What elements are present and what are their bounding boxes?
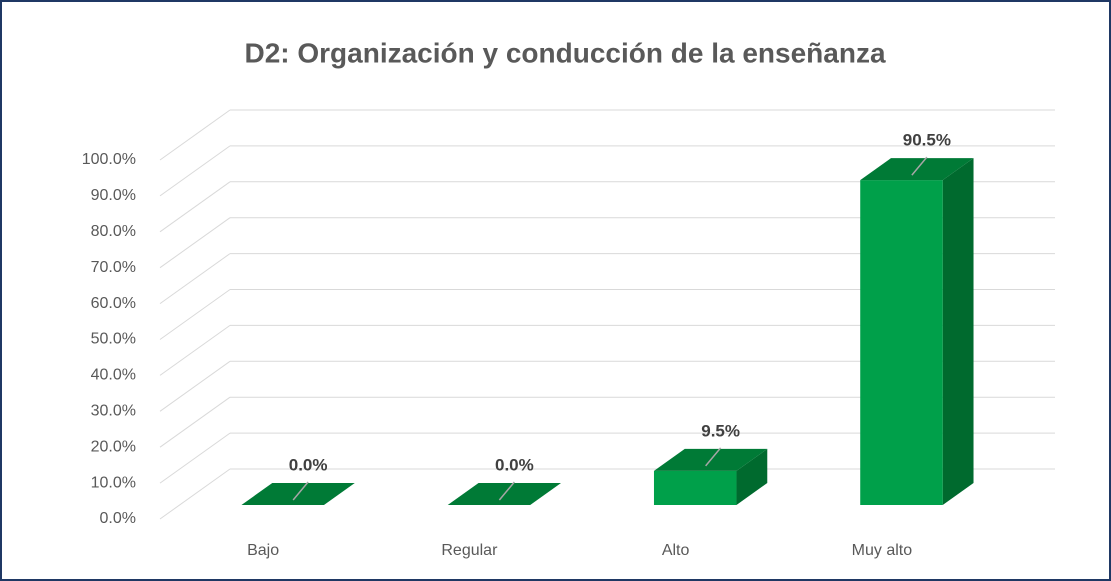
bar-side [942, 158, 974, 506]
y-tick-label: 30.0% [91, 403, 136, 420]
grid-line-side [159, 145, 231, 197]
y-tick-label: 90.0% [91, 187, 136, 204]
leader-line [292, 481, 309, 501]
grid-line-side [159, 360, 231, 412]
x-tick-label: Alto [662, 542, 690, 559]
x-tick-label: Muy alto [852, 542, 913, 559]
leader-line [911, 156, 928, 176]
y-tick-label: 0.0% [100, 510, 136, 527]
leader-line [498, 481, 515, 501]
y-tick-label: 50.0% [91, 331, 136, 348]
y-tick-label: 20.0% [91, 438, 136, 455]
bar-side [736, 448, 768, 505]
grid-line-side [159, 109, 231, 161]
grid-line-side [159, 396, 231, 448]
x-tick-label: Regular [441, 542, 498, 559]
data-label: 0.0% [495, 455, 534, 474]
bar [860, 180, 943, 506]
grid-line-side [159, 468, 231, 520]
grid-line-side [159, 289, 231, 340]
y-tick-label: 10.0% [91, 474, 136, 491]
grid-line-side [159, 253, 231, 305]
grid-line-side [159, 324, 231, 376]
data-label: 0.0% [289, 455, 328, 474]
leader-line [705, 447, 722, 467]
data-label: 90.5% [903, 131, 951, 150]
y-tick-label: 40.0% [91, 367, 136, 384]
y-tick-label: 100.0% [82, 151, 136, 168]
grid-line-side [159, 432, 231, 484]
y-tick-label: 60.0% [91, 295, 136, 312]
bar [653, 470, 737, 505]
grid-line-side [159, 181, 231, 233]
chart-title: D2: Organización y conducción de la ense… [244, 37, 885, 68]
y-tick-label: 70.0% [91, 259, 136, 276]
grid-line-side [159, 217, 231, 269]
y-tick-label: 80.0% [91, 223, 136, 240]
x-tick-label: Bajo [247, 542, 279, 559]
data-label: 9.5% [701, 421, 740, 440]
